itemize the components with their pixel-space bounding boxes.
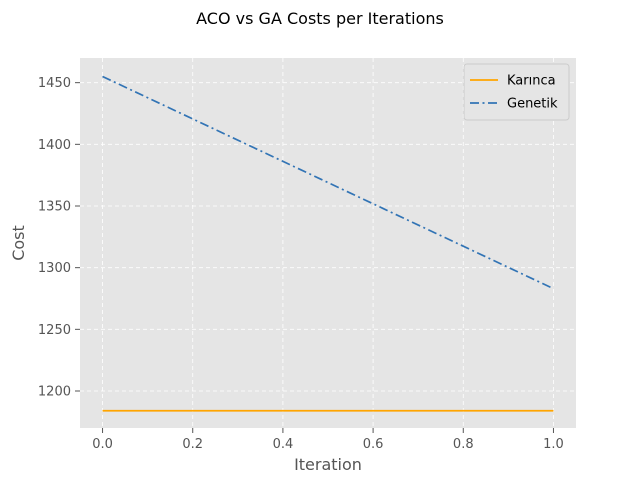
y-tick-label: 1300 bbox=[38, 261, 71, 276]
x-tick-label: 0.0 bbox=[92, 437, 113, 452]
legend-box bbox=[463, 63, 570, 121]
series-line-1 bbox=[102, 75, 554, 290]
series-lines bbox=[102, 75, 554, 412]
legend-label: Karınca bbox=[507, 74, 556, 89]
y-tick-label: 1350 bbox=[38, 200, 71, 215]
legend: Karınca Genetik bbox=[463, 63, 570, 121]
y-tick-label: 1250 bbox=[38, 323, 71, 338]
chart-title: ACO vs GA Costs per Iterations bbox=[196, 9, 444, 28]
y-tick-label: 1450 bbox=[38, 76, 71, 91]
x-tick-label: 1.0 bbox=[543, 437, 564, 452]
x-tick-label: 0.2 bbox=[182, 437, 203, 452]
y-tick-label: 1400 bbox=[38, 138, 71, 153]
x-tick-label: 0.6 bbox=[363, 437, 384, 452]
y-axis-label: Cost bbox=[9, 225, 28, 261]
legend-label: Genetik bbox=[507, 97, 558, 112]
x-tick-label: 0.8 bbox=[453, 437, 474, 452]
x-tick-label: 0.4 bbox=[273, 437, 294, 452]
grid bbox=[80, 58, 576, 428]
y-tick-label: 1200 bbox=[38, 385, 71, 400]
ticks: 0.0 0.2 0.4 0.6 0.8 1.0 1200 1250 1300 1350 1400 14… bbox=[38, 76, 564, 452]
x-axis-label: Iteration bbox=[294, 455, 362, 474]
